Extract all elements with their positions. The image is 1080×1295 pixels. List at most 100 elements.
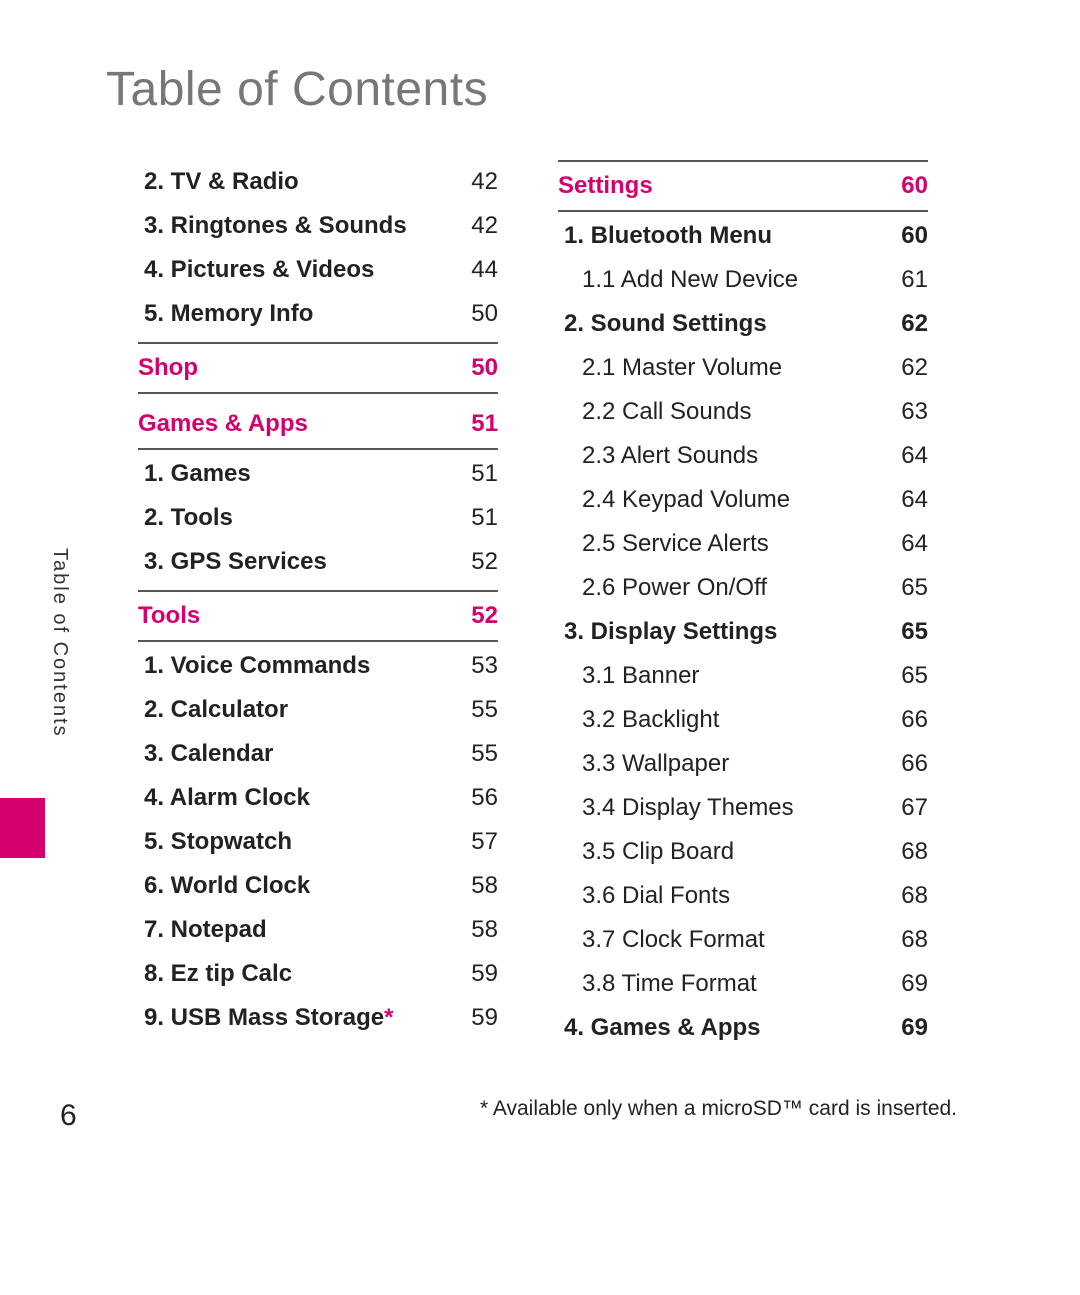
toc-entry: 3.6 Dial Fonts68 <box>558 874 928 918</box>
toc-column-right: Settings 60 1. Bluetooth Menu601.1 Add N… <box>558 160 928 1050</box>
toc-entry: 3.3 Wallpaper66 <box>558 742 928 786</box>
toc-entry-label: 4. Pictures & Videos <box>138 256 444 284</box>
footnote-text: Available only when a microSD™ card is i… <box>488 1097 957 1120</box>
page-number: 6 <box>60 1099 77 1133</box>
toc-entry-label: 3. Display Settings <box>558 618 874 646</box>
toc-entry-page: 64 <box>874 442 928 470</box>
toc-entry-label: 2. TV & Radio <box>138 168 444 196</box>
toc-entry-page: 58 <box>444 916 498 944</box>
toc-entry: 2.5 Service Alerts64 <box>558 522 928 566</box>
toc-entry: 1. Bluetooth Menu60 <box>558 214 928 258</box>
toc-entry-label: 1. Voice Commands <box>138 652 444 680</box>
section-games-apps: Games & Apps 51 <box>138 400 498 450</box>
toc-entry: 2. Sound Settings62 <box>558 302 928 346</box>
toc-entry-label: 5. Stopwatch <box>138 828 444 856</box>
side-tab-label: Table of Contents <box>48 548 71 738</box>
toc-entry-page: 64 <box>874 486 928 514</box>
toc-entry-page: 67 <box>874 794 928 822</box>
toc-entry-label: 4. Games & Apps <box>558 1014 874 1042</box>
toc-entry-label: 2.4 Keypad Volume <box>558 486 874 514</box>
toc-entry-label: 3.3 Wallpaper <box>558 750 874 778</box>
toc-entry-page: 56 <box>444 784 498 812</box>
toc-entry-page: 61 <box>874 266 928 294</box>
toc-entry-page: 50 <box>444 300 498 328</box>
toc-entry: 3.4 Display Themes67 <box>558 786 928 830</box>
toc-entry-page: 51 <box>444 504 498 532</box>
toc-entry: 1.1 Add New Device61 <box>558 258 928 302</box>
footnote-star: * <box>480 1097 488 1120</box>
toc-entry-label: 1. Games <box>138 460 444 488</box>
toc-entry-label: 8. Ez tip Calc <box>138 960 444 988</box>
toc-entry: 4. Alarm Clock56 <box>138 776 498 820</box>
section-shop: Shop 50 <box>138 342 498 394</box>
toc-entry-page: 59 <box>444 1004 498 1032</box>
toc-entry: 1. Voice Commands53 <box>138 644 498 688</box>
toc-entry: 1. Games51 <box>138 452 498 496</box>
toc-entry-label: 2. Tools <box>138 504 444 532</box>
toc-entry: 3. Display Settings65 <box>558 610 928 654</box>
section-page: 60 <box>874 172 928 200</box>
toc-entry: 2.4 Keypad Volume64 <box>558 478 928 522</box>
toc-entry: 2. Calculator55 <box>138 688 498 732</box>
toc-entry-label: 3.6 Dial Fonts <box>558 882 874 910</box>
toc-entry: 3.1 Banner65 <box>558 654 928 698</box>
toc-entry-label: 3.5 Clip Board <box>558 838 874 866</box>
toc-entry: 3.8 Time Format69 <box>558 962 928 1006</box>
toc-entry-page: 69 <box>874 1014 928 1042</box>
toc-entry: 2.3 Alert Sounds64 <box>558 434 928 478</box>
side-tab: Table of Contents <box>0 548 80 888</box>
toc-entry: 3.5 Clip Board68 <box>558 830 928 874</box>
section-label: Games & Apps <box>138 410 444 438</box>
section-label: Tools <box>138 602 444 630</box>
toc-columns: 2. TV & Radio423. Ringtones & Sounds424.… <box>138 160 928 1050</box>
toc-entry-page: 68 <box>874 926 928 954</box>
toc-entry: 3. Calendar55 <box>138 732 498 776</box>
footnote: * Available only when a microSD™ card is… <box>480 1097 957 1121</box>
toc-entry-label: 6. World Clock <box>138 872 444 900</box>
toc-entry-page: 55 <box>444 696 498 724</box>
toc-entry-page: 62 <box>874 354 928 382</box>
toc-entry: 2.2 Call Sounds63 <box>558 390 928 434</box>
toc-entry-label: 3.4 Display Themes <box>558 794 874 822</box>
section-page: 51 <box>444 410 498 438</box>
toc-entry: 2.6 Power On/Off65 <box>558 566 928 610</box>
toc-entry-label: 5. Memory Info <box>138 300 444 328</box>
toc-entry: 4. Pictures & Videos44 <box>138 248 498 292</box>
toc-entry-page: 42 <box>444 212 498 240</box>
toc-entry-label: 3. Calendar <box>138 740 444 768</box>
toc-entry: 3. Ringtones & Sounds42 <box>138 204 498 248</box>
side-tab-marker <box>0 798 45 858</box>
toc-entry-page: 57 <box>444 828 498 856</box>
toc-entry-page: 60 <box>874 222 928 250</box>
section-label: Shop <box>138 354 444 382</box>
toc-entry: 9. USB Mass Storage*59 <box>138 996 498 1040</box>
toc-entry-label: 1.1 Add New Device <box>558 266 874 294</box>
section-tools: Tools 52 <box>138 590 498 642</box>
toc-column-left: 2. TV & Radio423. Ringtones & Sounds424.… <box>138 160 498 1050</box>
toc-entry: 7. Notepad58 <box>138 908 498 952</box>
toc-entry-label: 3.7 Clock Format <box>558 926 874 954</box>
toc-entry-label: 3.8 Time Format <box>558 970 874 998</box>
toc-entry-page: 52 <box>444 548 498 576</box>
section-page: 50 <box>444 354 498 382</box>
toc-entry-page: 65 <box>874 618 928 646</box>
toc-entry: 3.2 Backlight66 <box>558 698 928 742</box>
toc-entry-page: 69 <box>874 970 928 998</box>
toc-entry: 2. TV & Radio42 <box>138 160 498 204</box>
toc-entry-page: 66 <box>874 750 928 778</box>
toc-entry: 2.1 Master Volume62 <box>558 346 928 390</box>
page-title: Table of Contents <box>106 62 488 117</box>
toc-entry-label: 2.5 Service Alerts <box>558 530 874 558</box>
toc-entry-label: 4. Alarm Clock <box>138 784 444 812</box>
toc-entry-label: 2.1 Master Volume <box>558 354 874 382</box>
toc-entry-page: 68 <box>874 882 928 910</box>
toc-entry-label: 1. Bluetooth Menu <box>558 222 874 250</box>
toc-entry: 2. Tools51 <box>138 496 498 540</box>
toc-entry-page: 63 <box>874 398 928 426</box>
section-settings: Settings 60 <box>558 160 928 212</box>
toc-entry-label: 2. Calculator <box>138 696 444 724</box>
toc-entry: 4. Games & Apps69 <box>558 1006 928 1050</box>
toc-entry-label: 7. Notepad <box>138 916 444 944</box>
toc-entry-label: 2.3 Alert Sounds <box>558 442 874 470</box>
toc-entry: 3. GPS Services52 <box>138 540 498 584</box>
